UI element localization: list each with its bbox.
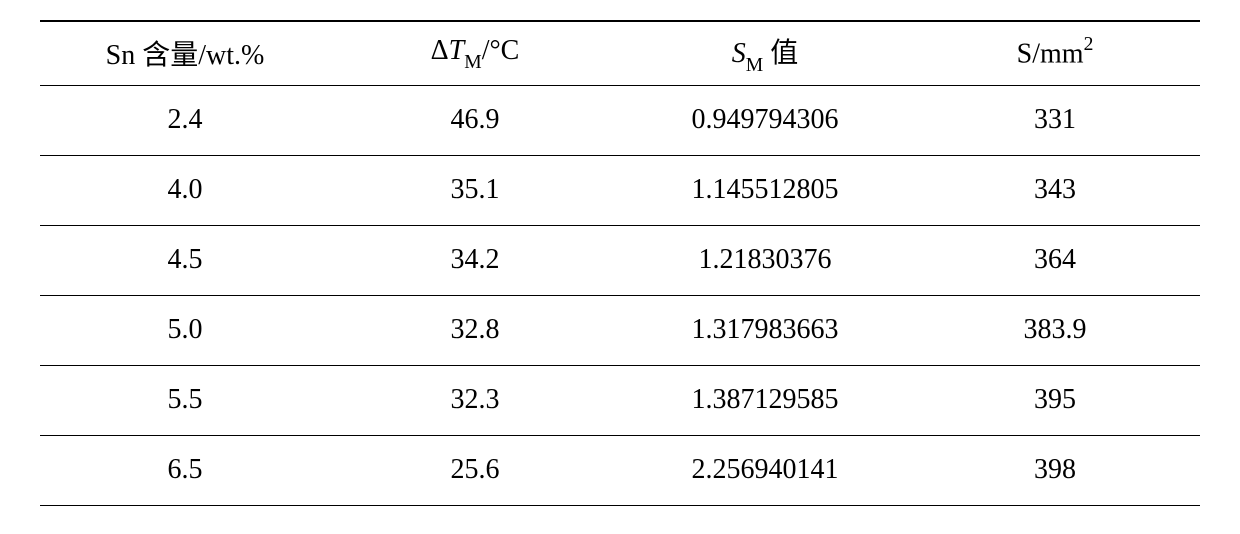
header-suffix: /°C	[482, 35, 520, 66]
cell: 32.8	[330, 295, 620, 365]
cell: 1.21830376	[620, 225, 910, 295]
data-table: Sn 含量/wt.% ΔTM/°C SM 值 S/mm2 2.4 46.9 0.…	[40, 20, 1200, 506]
cell: 6.5	[40, 435, 330, 505]
cell: 398	[910, 435, 1200, 505]
table-row: 4.0 35.1 1.145512805 343	[40, 155, 1200, 225]
table-row: 6.5 25.6 2.256940141 398	[40, 435, 1200, 505]
column-header-sm: SM 值	[620, 21, 910, 85]
cell: 5.5	[40, 365, 330, 435]
table-row: 4.5 34.2 1.21830376 364	[40, 225, 1200, 295]
cell: 2.4	[40, 85, 330, 155]
cell: 34.2	[330, 225, 620, 295]
cell: 0.949794306	[620, 85, 910, 155]
cell: 395	[910, 365, 1200, 435]
cell: 383.9	[910, 295, 1200, 365]
table-header-row: Sn 含量/wt.% ΔTM/°C SM 值 S/mm2	[40, 21, 1200, 85]
header-sup: 2	[1084, 34, 1094, 55]
table-row: 5.5 32.3 1.387129585 395	[40, 365, 1200, 435]
cell: 5.0	[40, 295, 330, 365]
header-prefix: Δ	[431, 35, 449, 66]
column-header-deltaT: ΔTM/°C	[330, 21, 620, 85]
header-sub: M	[746, 55, 763, 76]
column-header-s: S/mm2	[910, 21, 1200, 85]
cell: 4.0	[40, 155, 330, 225]
cell: 364	[910, 225, 1200, 295]
cell: 35.1	[330, 155, 620, 225]
header-italic: T	[449, 35, 465, 66]
cell: 2.256940141	[620, 435, 910, 505]
cell: 1.317983663	[620, 295, 910, 365]
header-italic: S	[732, 38, 746, 69]
cell: 4.5	[40, 225, 330, 295]
cell: 1.145512805	[620, 155, 910, 225]
table-row: 5.0 32.8 1.317983663 383.9	[40, 295, 1200, 365]
cell: 331	[910, 85, 1200, 155]
cell: 25.6	[330, 435, 620, 505]
header-prefix: S/mm	[1017, 38, 1084, 69]
cell: 46.9	[330, 85, 620, 155]
cell: 343	[910, 155, 1200, 225]
header-text: Sn 含量/wt.%	[106, 40, 265, 71]
cell: 32.3	[330, 365, 620, 435]
cell: 1.387129585	[620, 365, 910, 435]
table-row: 2.4 46.9 0.949794306 331	[40, 85, 1200, 155]
column-header-sn: Sn 含量/wt.%	[40, 21, 330, 85]
header-sub: M	[464, 52, 481, 73]
header-suffix: 值	[763, 38, 798, 69]
